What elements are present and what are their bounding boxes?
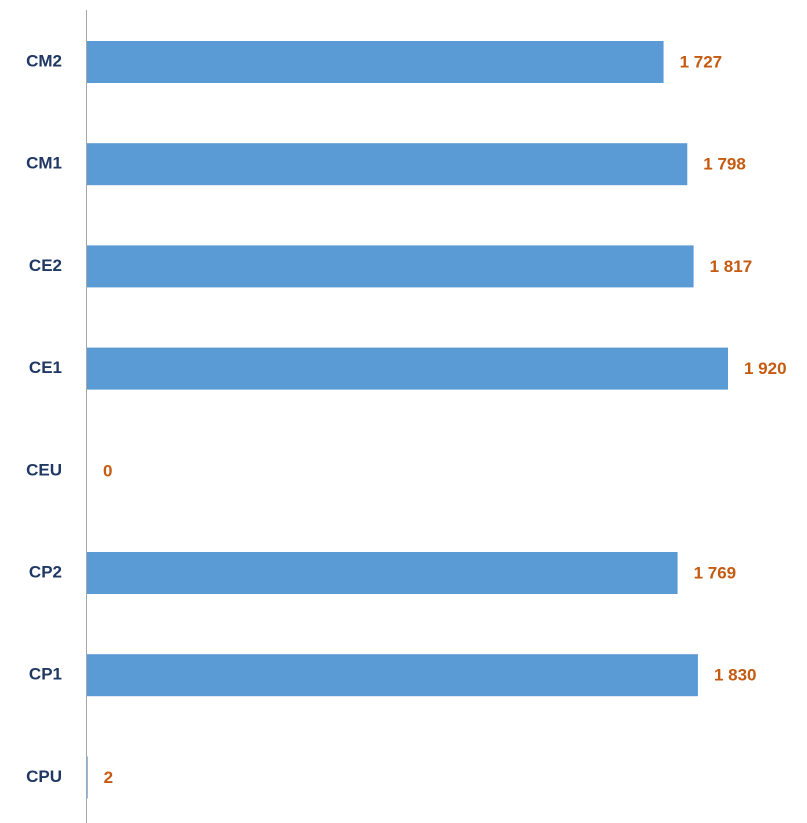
value-label: 1 920 <box>744 359 787 378</box>
category-label: CP2 <box>29 562 62 581</box>
value-label: 1 817 <box>710 257 753 276</box>
bar <box>87 756 88 799</box>
bar <box>87 552 678 594</box>
bar <box>87 654 698 697</box>
category-label: CM1 <box>26 154 62 173</box>
category-label: CM2 <box>26 51 62 70</box>
category-label: CE2 <box>29 256 62 275</box>
value-label: 2 <box>104 768 113 787</box>
value-label: 1 769 <box>694 563 737 582</box>
value-label: 0 <box>103 461 112 480</box>
value-label: 1 830 <box>714 666 757 685</box>
bar <box>87 245 694 288</box>
bar <box>87 143 688 186</box>
category-label: CPU <box>26 767 62 786</box>
category-label: CEU <box>26 460 62 479</box>
value-label: 1 798 <box>703 155 746 174</box>
bar <box>87 347 728 390</box>
bar <box>87 41 664 83</box>
category-label: CP1 <box>29 665 62 684</box>
category-label: CE1 <box>29 358 62 377</box>
value-label: 1 727 <box>680 52 723 71</box>
